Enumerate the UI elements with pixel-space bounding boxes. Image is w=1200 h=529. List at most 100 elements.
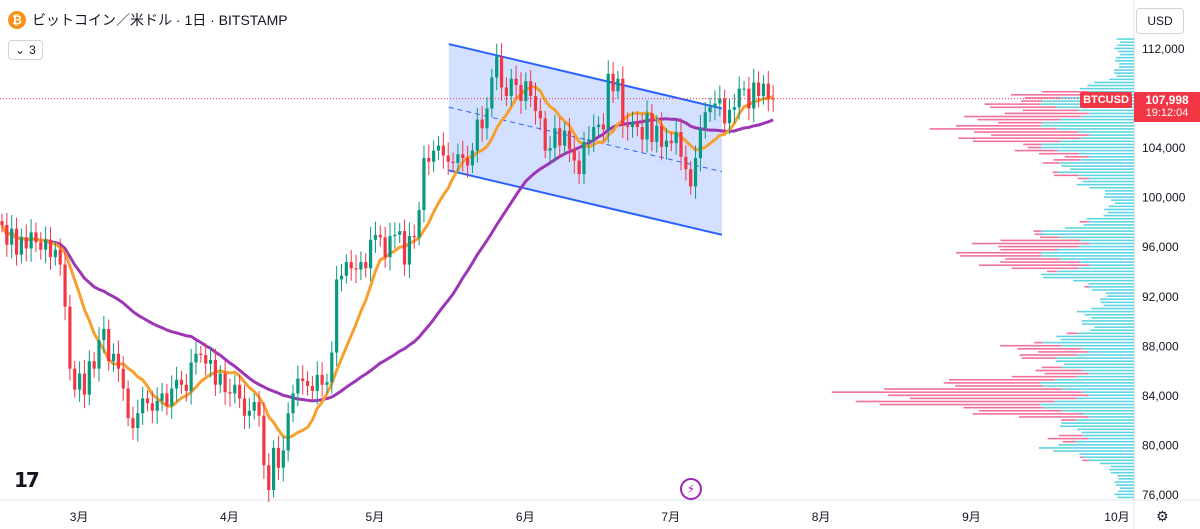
candle[interactable] xyxy=(660,112,664,161)
candle[interactable] xyxy=(563,121,567,155)
candle[interactable] xyxy=(5,212,9,257)
candle[interactable] xyxy=(388,222,392,271)
candle[interactable] xyxy=(247,397,251,429)
candle[interactable] xyxy=(383,226,387,268)
candle[interactable] xyxy=(155,387,159,425)
candle[interactable] xyxy=(509,68,513,106)
candle[interactable] xyxy=(165,383,169,416)
candle[interactable] xyxy=(184,373,188,402)
candle[interactable] xyxy=(305,371,310,396)
candle[interactable] xyxy=(364,252,368,278)
candle[interactable] xyxy=(587,126,591,156)
candle[interactable] xyxy=(703,101,707,139)
candle[interactable] xyxy=(402,219,407,277)
candle[interactable] xyxy=(10,215,14,259)
candle[interactable] xyxy=(752,68,756,123)
candle[interactable] xyxy=(170,375,174,419)
candle[interactable] xyxy=(150,390,154,424)
candle[interactable] xyxy=(548,136,552,163)
candle[interactable] xyxy=(78,361,82,402)
candle[interactable] xyxy=(286,402,290,462)
candle[interactable] xyxy=(335,265,339,367)
candle[interactable] xyxy=(330,341,334,394)
candle[interactable] xyxy=(577,150,581,184)
candle[interactable] xyxy=(24,224,28,262)
candle[interactable] xyxy=(626,112,630,141)
candle[interactable] xyxy=(412,224,416,249)
candle[interactable] xyxy=(68,294,72,381)
candle[interactable] xyxy=(199,346,203,363)
candle[interactable] xyxy=(674,120,678,155)
candle[interactable] xyxy=(689,160,693,195)
candle[interactable] xyxy=(427,144,431,176)
chart-title[interactable]: ビットコイン／米ドル · 1日 · BITSTAMP xyxy=(32,12,288,28)
candle[interactable] xyxy=(175,366,179,402)
ma-slow-line[interactable] xyxy=(0,117,774,403)
candle[interactable] xyxy=(524,72,528,110)
candle[interactable] xyxy=(693,145,698,200)
candle[interactable] xyxy=(490,68,494,117)
candle[interactable] xyxy=(757,71,761,108)
candle[interactable] xyxy=(194,341,198,375)
tradingview-logo-icon[interactable]: 𝟭𝟳 xyxy=(14,468,40,492)
candle[interactable] xyxy=(606,60,610,144)
candle[interactable] xyxy=(499,43,504,101)
candle[interactable] xyxy=(538,98,542,131)
candle[interactable] xyxy=(44,226,48,264)
candle[interactable] xyxy=(136,399,140,442)
channel-upper-line[interactable] xyxy=(448,43,723,110)
candle[interactable] xyxy=(82,360,87,409)
candle[interactable] xyxy=(601,113,605,141)
candle[interactable] xyxy=(543,110,547,159)
candle[interactable] xyxy=(48,227,53,270)
candle[interactable] xyxy=(296,365,300,407)
candle[interactable] xyxy=(466,145,470,178)
candle[interactable] xyxy=(208,346,213,378)
candle[interactable] xyxy=(121,356,125,401)
candle[interactable] xyxy=(655,115,659,153)
candle[interactable] xyxy=(572,136,576,174)
candle[interactable] xyxy=(529,70,533,108)
candle[interactable] xyxy=(679,118,683,171)
candle[interactable] xyxy=(461,140,465,172)
lightning-icon[interactable]: ⚡ xyxy=(680,478,702,500)
candle[interactable] xyxy=(107,319,111,371)
candle[interactable] xyxy=(87,350,91,406)
candle[interactable] xyxy=(398,223,402,243)
candle[interactable] xyxy=(378,225,382,247)
candle[interactable] xyxy=(92,352,96,378)
candle[interactable] xyxy=(664,128,669,160)
candle[interactable] xyxy=(475,107,479,163)
settings-icon[interactable]: ⚙ xyxy=(1156,508,1169,524)
candle[interactable] xyxy=(204,343,208,376)
candle[interactable] xyxy=(771,85,775,112)
candle[interactable] xyxy=(315,361,319,405)
candle[interactable] xyxy=(131,406,135,440)
candle[interactable] xyxy=(58,238,62,276)
candle[interactable] xyxy=(320,362,324,398)
candle[interactable] xyxy=(407,222,411,279)
candle[interactable] xyxy=(456,143,460,174)
candle[interactable] xyxy=(708,97,712,122)
candle[interactable] xyxy=(39,232,43,260)
candle[interactable] xyxy=(301,365,305,395)
candle[interactable] xyxy=(325,373,329,394)
candle[interactable] xyxy=(616,70,620,99)
candle[interactable] xyxy=(233,374,237,404)
candle[interactable] xyxy=(339,263,344,292)
candle[interactable] xyxy=(276,435,281,480)
candle[interactable] xyxy=(238,374,242,409)
candle[interactable] xyxy=(281,436,285,482)
candle[interactable] xyxy=(432,140,436,173)
candle[interactable] xyxy=(213,348,217,397)
candle[interactable] xyxy=(102,315,106,354)
candle[interactable] xyxy=(446,142,450,175)
candle[interactable] xyxy=(116,340,120,383)
candle[interactable] xyxy=(558,117,562,157)
candle[interactable] xyxy=(495,43,499,91)
candle[interactable] xyxy=(723,89,727,133)
candle[interactable] xyxy=(451,152,455,173)
candle[interactable] xyxy=(97,327,101,382)
candle[interactable] xyxy=(441,132,445,169)
